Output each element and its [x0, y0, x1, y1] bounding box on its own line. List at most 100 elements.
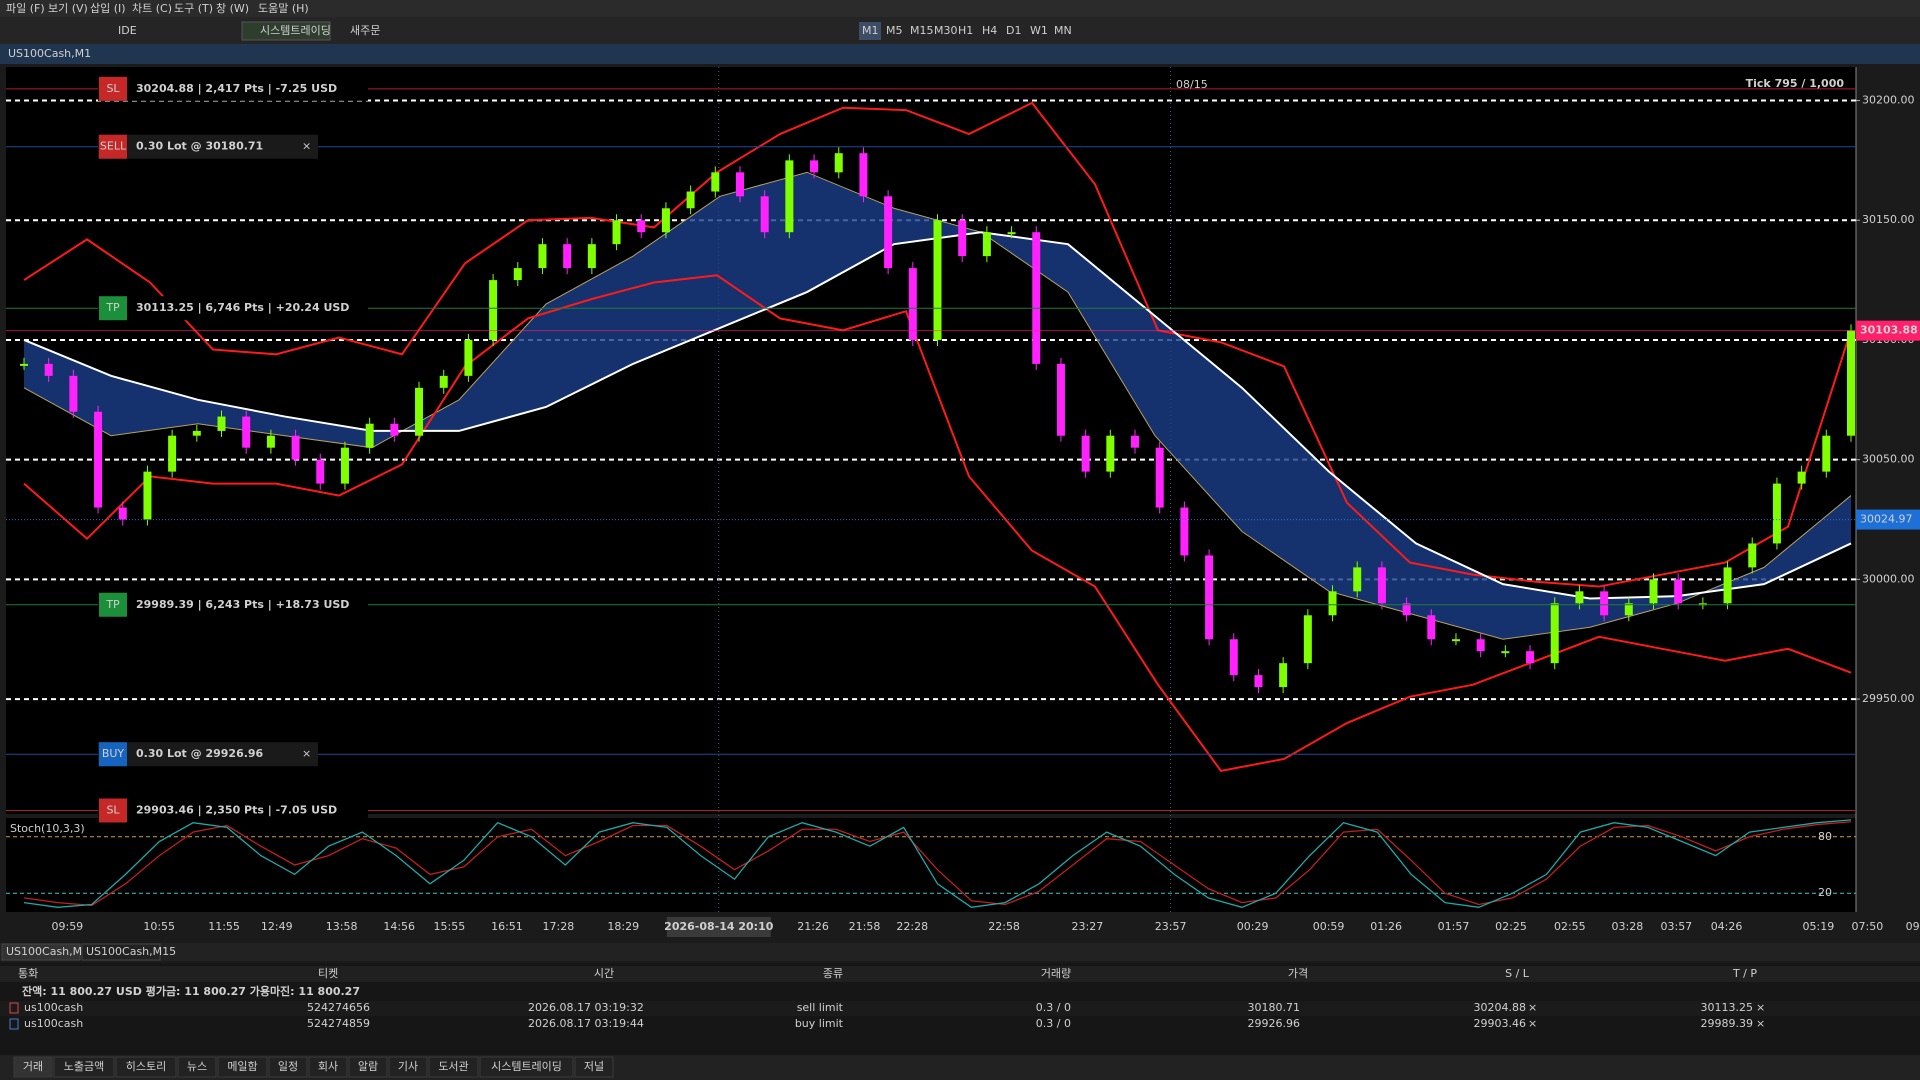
bottom-tab-label[interactable]: 알람	[358, 1059, 378, 1073]
bottom-tab-label[interactable]: 뉴스	[187, 1060, 207, 1073]
toolbar-system-trading-button[interactable]	[241, 21, 331, 41]
candle	[217, 416, 226, 431]
menu-item[interactable]: 창 (W)	[216, 2, 249, 15]
order-close-button[interactable]: ×	[302, 140, 311, 153]
order-row[interactable]	[0, 1001, 1920, 1016]
bottom-tab-label[interactable]: 히스토리	[126, 1059, 166, 1073]
candle	[1353, 567, 1362, 592]
order-badge[interactable]	[99, 76, 127, 101]
table-header-bg	[0, 966, 1920, 982]
candle	[1402, 603, 1411, 616]
table-cell: sell limit	[797, 1001, 844, 1014]
bottom-tab[interactable]	[13, 1056, 53, 1078]
candle	[340, 447, 349, 484]
table-cell: 0.3 / 0	[1036, 1017, 1071, 1030]
menu-item[interactable]: 삽입 (I)	[90, 2, 126, 15]
order-label-bg[interactable]	[98, 592, 368, 617]
order-badge[interactable]	[99, 134, 127, 159]
candle	[1254, 675, 1263, 688]
table-header[interactable]: T / P	[1732, 967, 1757, 980]
menu-item[interactable]: 도구 (T)	[174, 2, 213, 15]
chart-tab-label[interactable]: US100Cash,M1	[6, 945, 89, 958]
order-label: 0.30 Lot @ 30180.71	[136, 140, 263, 153]
menu-item[interactable]: 보기 (V)	[48, 2, 88, 15]
order-label-bg[interactable]	[98, 76, 368, 101]
chart-tab[interactable]	[81, 943, 161, 961]
remove-button[interactable]: ×	[1528, 1001, 1537, 1014]
bottom-tab[interactable]	[217, 1056, 268, 1078]
bottom-tab-label[interactable]: 일정	[278, 1059, 298, 1073]
order-row[interactable]	[0, 1017, 1920, 1032]
bottom-tab[interactable]	[268, 1056, 308, 1078]
bottom-tab[interactable]	[574, 1056, 614, 1078]
timeframe-button[interactable]: M1	[862, 24, 879, 37]
order-label-bg[interactable]	[98, 798, 368, 823]
table-header[interactable]: 티켓	[318, 967, 338, 980]
bottom-tab[interactable]	[479, 1056, 574, 1078]
chart-tab-label[interactable]: US100Cash,M15	[86, 945, 176, 958]
timeframe-active[interactable]	[859, 22, 881, 40]
table-header[interactable]: 거래량	[1041, 967, 1071, 980]
bottom-tab[interactable]	[308, 1056, 348, 1078]
table-header[interactable]: 통화	[18, 967, 38, 980]
bottom-tab-label[interactable]: 저널	[584, 1060, 604, 1073]
candle	[1081, 435, 1090, 472]
bottom-tab[interactable]	[388, 1056, 428, 1078]
remove-button[interactable]: ×	[1756, 1017, 1765, 1030]
bottom-tab-label[interactable]: 거래	[23, 1060, 43, 1073]
candle	[464, 339, 473, 376]
candle	[1056, 363, 1065, 436]
order-badge[interactable]	[99, 296, 127, 321]
timeframe-button[interactable]: M30	[934, 24, 958, 37]
bottom-tab[interactable]	[53, 1056, 115, 1078]
timeframe-button[interactable]: H1	[958, 24, 973, 37]
candle	[1229, 639, 1238, 676]
timeframe-button[interactable]: D1	[1006, 24, 1021, 37]
x-tick-label: 09:59	[51, 920, 83, 933]
timeframe-button[interactable]: M15	[910, 24, 934, 37]
menu-item[interactable]: 차트 (C)	[132, 2, 172, 15]
bottom-tab-label[interactable]: 노출금액	[64, 1060, 104, 1073]
candle	[834, 153, 843, 173]
order-label-bg[interactable]	[98, 134, 318, 159]
remove-button[interactable]: ×	[1528, 1017, 1537, 1030]
bottom-tab-label[interactable]: 기사	[398, 1060, 418, 1073]
remove-button[interactable]: ×	[1756, 1001, 1765, 1014]
order-label-bg[interactable]	[98, 296, 368, 321]
table-cell: 2026.08.17 03:19:32	[528, 1001, 644, 1014]
toolbar-system-trading[interactable]: 시스템트레이딩	[260, 24, 331, 37]
bottom-tab-label[interactable]: 도서관	[438, 1060, 468, 1073]
order-label-bg[interactable]	[98, 742, 318, 767]
bottom-tab[interactable]	[348, 1056, 388, 1078]
order-close-button[interactable]: ×	[302, 747, 311, 760]
candle	[1748, 543, 1757, 568]
table-header[interactable]: 종류	[823, 967, 843, 980]
timeframe-button[interactable]: H4	[982, 24, 997, 37]
bid-tag-bg	[1856, 509, 1920, 530]
order-badge[interactable]	[99, 742, 127, 767]
table-header[interactable]: 가격	[1288, 967, 1308, 980]
table-header[interactable]: 시간	[594, 967, 614, 980]
order-badge[interactable]	[99, 592, 127, 617]
order-label: 29903.46 | 2,350 Pts | -7.05 USD	[136, 804, 337, 817]
candle	[489, 280, 498, 340]
bottom-tab-label[interactable]: 회사	[318, 1060, 338, 1073]
timeframe-button[interactable]: M5	[886, 24, 903, 37]
bottom-tab-label[interactable]: 메일함	[227, 1059, 257, 1073]
x-tick-label: 01:26	[1370, 920, 1402, 933]
menu-item[interactable]: 파일 (F)	[6, 1, 45, 15]
table-header[interactable]: S / L	[1505, 967, 1530, 980]
timeframe-button[interactable]: W1	[1030, 24, 1048, 37]
timeframe-button[interactable]: MN	[1054, 24, 1072, 37]
menu-item[interactable]: 도움말 (H)	[258, 2, 309, 15]
toolbar-ide[interactable]: IDE	[118, 24, 137, 37]
order-badge[interactable]	[99, 798, 127, 823]
bottom-tab[interactable]	[428, 1056, 479, 1078]
bottom-tab[interactable]	[177, 1056, 217, 1078]
candle	[513, 268, 522, 281]
candle	[1476, 639, 1485, 652]
toolbar-new-order[interactable]: 새주문	[350, 24, 380, 37]
chart-tab[interactable]	[1, 943, 81, 961]
bottom-tab-label[interactable]: 시스템트레이딩	[491, 1060, 562, 1073]
bottom-tab[interactable]	[115, 1056, 177, 1078]
